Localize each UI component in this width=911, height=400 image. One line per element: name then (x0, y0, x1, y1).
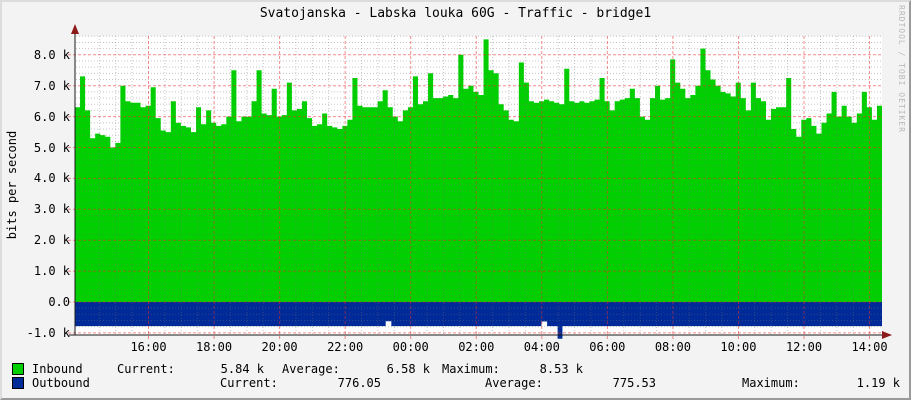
legend-label-inbound: Inbound (32, 362, 83, 376)
x-tick-label: 04:00 (523, 340, 560, 354)
x-tick-label: 06:00 (589, 340, 626, 354)
legend-row-outbound: Outbound Current: 776.05 Average: 775.53… (2, 376, 909, 390)
y-tick-label: 3.0 k (33, 202, 70, 217)
x-tick-label: 14:00 (851, 340, 888, 354)
x-tick-label: 12:00 (785, 340, 823, 354)
y-tick-label: 6.0 k (33, 109, 70, 124)
stat-label-maximum: Maximum: (442, 362, 500, 376)
y-axis-arrow (71, 24, 79, 34)
y-axis-label: bits per second (5, 130, 19, 240)
x-tick-label: 16:00 (130, 340, 167, 354)
x-tick-label: 10:00 (720, 340, 757, 354)
y-tick-label: 8.0 k (33, 47, 70, 62)
y-tick-label: 1.0 k (33, 264, 70, 279)
inbound-current-value: 5.84 k (220, 362, 264, 376)
outbound-swatch (12, 377, 24, 389)
outbound-current-value: 776.05 (337, 376, 381, 390)
outbound-area (75, 302, 882, 339)
y-tick-label: 5.0 k (33, 140, 70, 155)
stat-label-average: Average: (485, 376, 543, 390)
outbound-average-value: 775.53 (612, 376, 656, 390)
x-tick-label: 20:00 (261, 340, 298, 354)
stat-label-current: Current: (220, 376, 278, 390)
graph-title: Svatojanska - Labska louka 60G - Traffic… (259, 6, 652, 21)
x-tick-label: 02:00 (458, 340, 495, 354)
inbound-maximum-value: 8.53 k (539, 362, 583, 376)
legend-label-outbound: Outbound (32, 376, 90, 390)
y-tick-label: 0.0 (48, 295, 70, 309)
stat-label-current: Current: (117, 362, 175, 376)
x-tick-label: 18:00 (195, 340, 233, 354)
rrdtool-watermark: RRDTOOL / TOBI OETIKER (897, 5, 906, 133)
stat-label-average: Average: (282, 362, 340, 376)
y-tick-label: 4.0 k (33, 171, 70, 186)
y-tick-label: 7.0 k (33, 78, 70, 93)
outbound-maximum-value: 1.19 k (856, 376, 900, 390)
inbound-average-value: 6.58 k (386, 362, 430, 376)
x-axis-arrow (882, 331, 892, 339)
y-tick-label: -1.0 k (26, 325, 70, 340)
inbound-swatch (12, 363, 24, 375)
stat-label-maximum: Maximum: (742, 376, 800, 390)
x-tick-label: 00:00 (392, 340, 429, 354)
y-tick-label: 2.0 k (33, 233, 70, 248)
x-tick-label: 22:00 (327, 340, 364, 354)
legend-row-inbound: Inbound Current: 5.84 k Average: 6.58 k … (2, 362, 909, 376)
x-tick-label: 08:00 (654, 340, 691, 354)
inbound-area (75, 39, 882, 303)
